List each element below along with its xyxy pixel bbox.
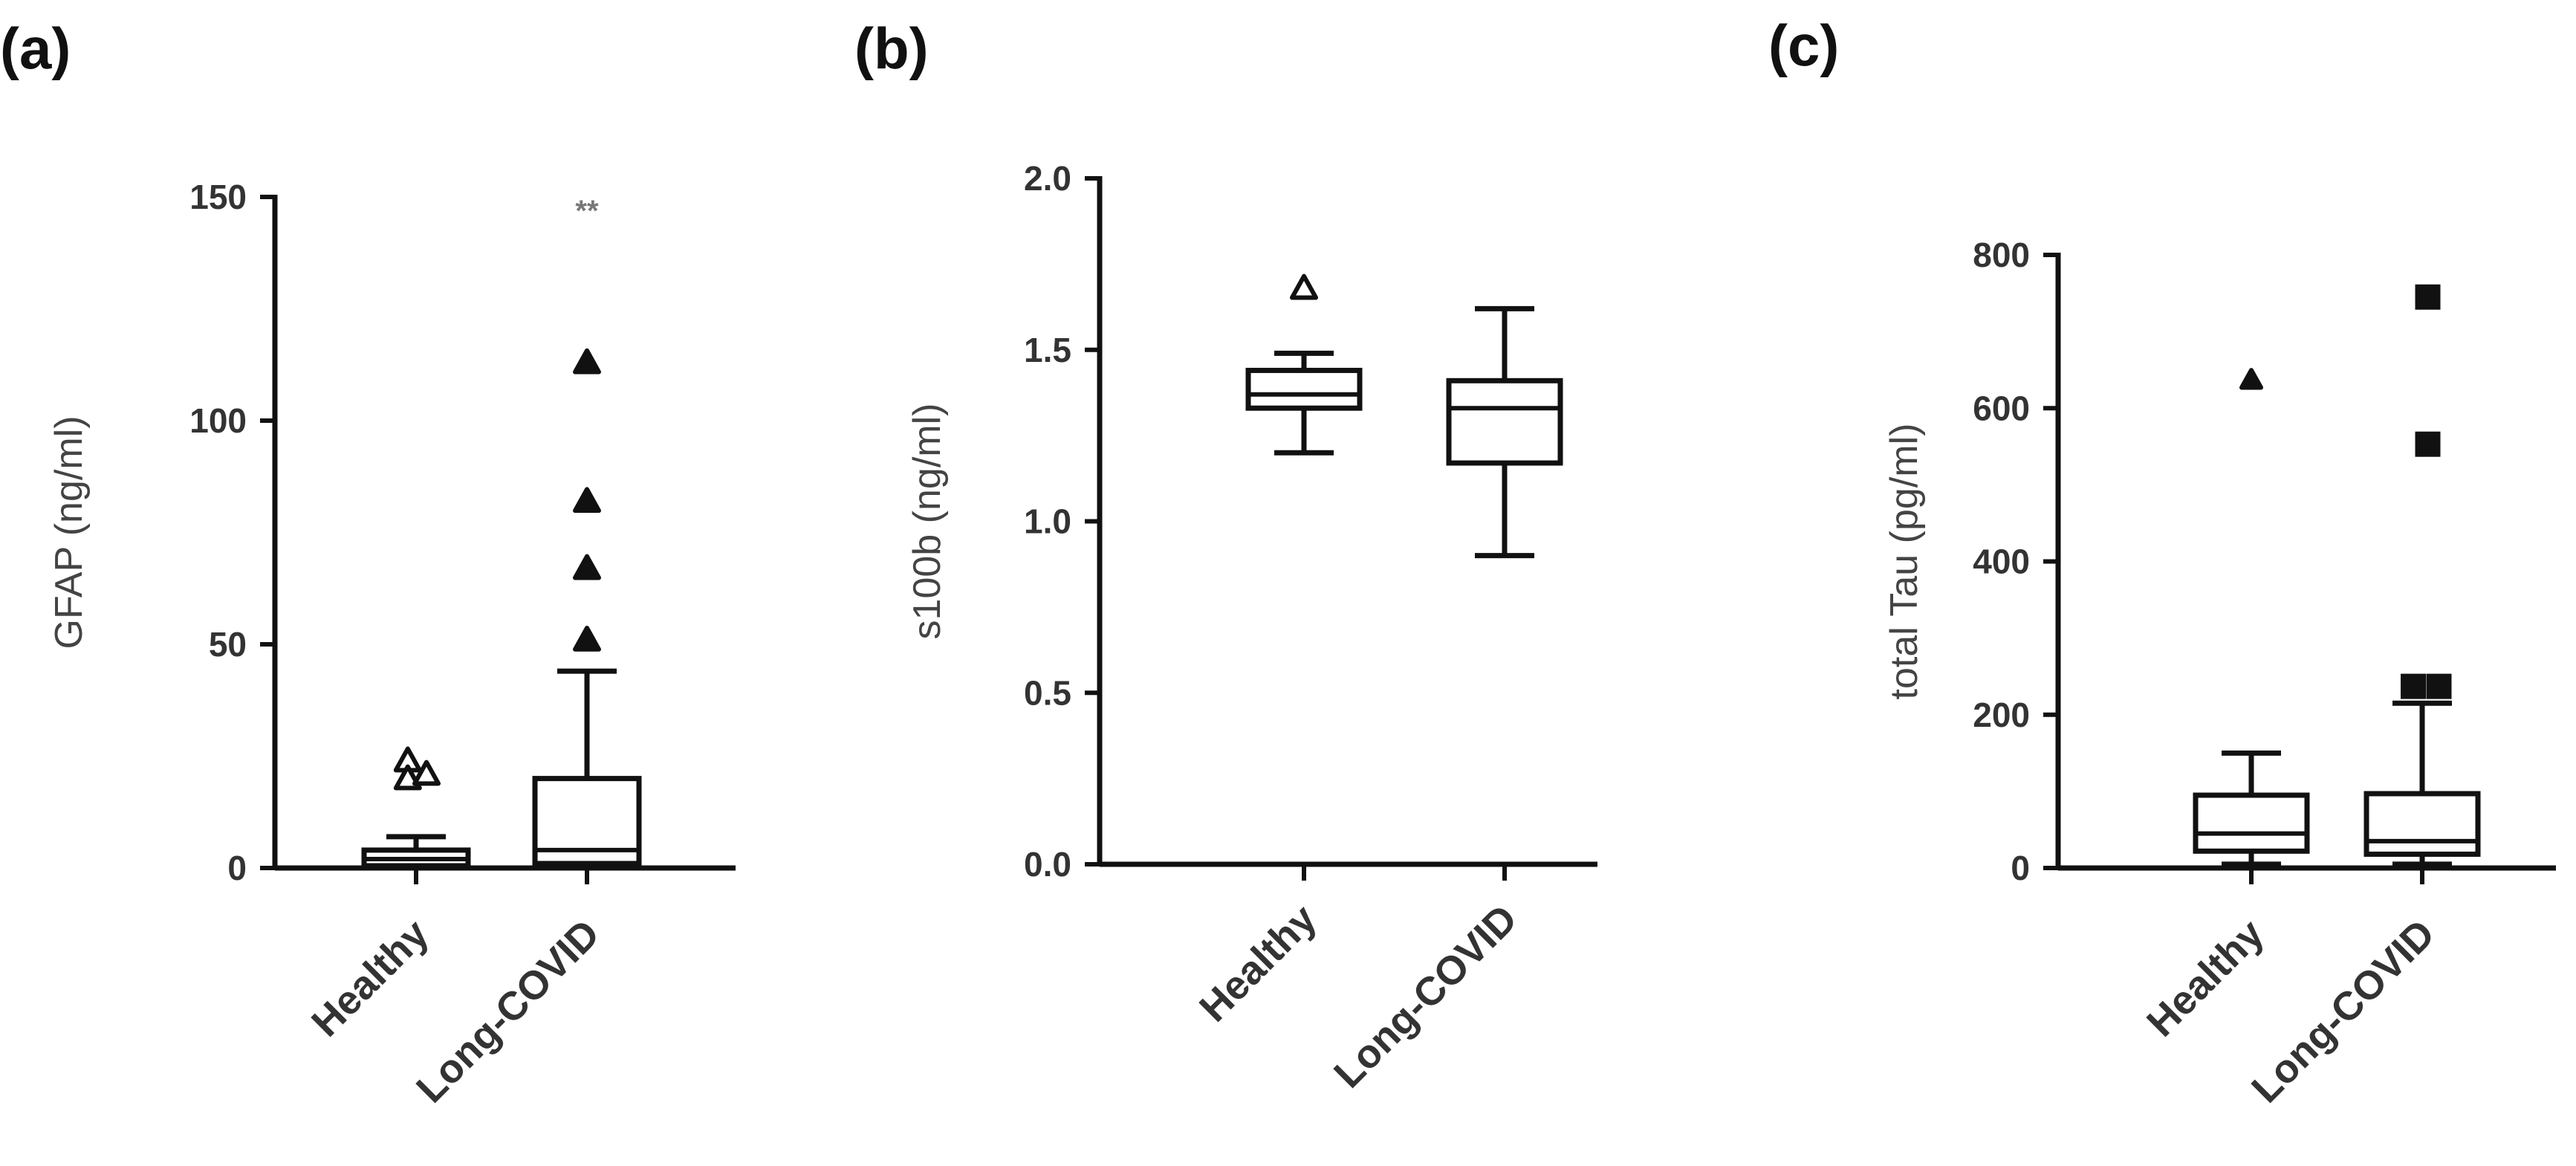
category-label: Long-COVID — [408, 911, 608, 1111]
y-tick-label: 1.0 — [1024, 502, 1071, 541]
outlier-point — [573, 554, 601, 580]
outlier-point — [573, 348, 601, 375]
significance-annotation: ** — [575, 195, 599, 227]
y-tick-label: 400 — [1973, 542, 2030, 581]
panel-b-s100b: (b) 0.0 0.5 1.0 1.5 2.0 s100b (ng/ml) Healthy Lo… — [854, 16, 1597, 1096]
panel-c-total-tau: (c) 0 200 400 600 800 total Tau (pg/ml) Healthy… — [1768, 13, 2556, 1111]
category-label: Healthy — [303, 911, 437, 1045]
panel-label: (c) — [1768, 13, 1839, 78]
iqr-box — [2364, 791, 2481, 857]
category-label: Healthy — [2138, 911, 2272, 1045]
y-tick-label: 50 — [209, 625, 247, 664]
outlier-point — [573, 625, 601, 652]
y-tick-label: 0 — [2011, 849, 2030, 887]
y-tick-label: 0.0 — [1024, 845, 1071, 884]
outlier-point — [2415, 284, 2441, 310]
category-label: Long-COVID — [2243, 911, 2443, 1111]
category-label: Long-COVID — [1326, 896, 1525, 1096]
y-tick-label: 100 — [189, 401, 247, 440]
y-tick-label: 1.5 — [1024, 331, 1071, 369]
y-tick-label: 800 — [1973, 236, 2030, 274]
outlier-point — [1290, 273, 1318, 300]
y-axis-title: s100b (ng/ml) — [906, 404, 949, 640]
iqr-box — [1245, 367, 1363, 411]
y-tick-label: 150 — [189, 178, 247, 216]
box-1 — [1446, 305, 1563, 559]
y-axis-title: total Tau (pg/ml) — [1883, 424, 1926, 700]
box-1 — [532, 348, 642, 871]
y-axis-title: GFAP (ng/ml) — [48, 415, 91, 649]
panel-label: (b) — [854, 16, 929, 81]
box-1 — [2364, 284, 2481, 867]
panel-a-gfap: (a) 0 50 100 150 GFAP (ng/ml) HealthyLong-COVI… — [0, 16, 736, 1111]
outlier-point — [2401, 673, 2426, 699]
outlier-point — [2426, 673, 2452, 699]
y-tick-label: 2.0 — [1024, 159, 1071, 198]
y-tick-label: 0 — [227, 849, 247, 887]
iqr-box — [2193, 792, 2310, 854]
panel-label: (a) — [0, 16, 71, 81]
y-tick-label: 0.5 — [1024, 673, 1071, 712]
y-tick-label: 200 — [1973, 696, 2030, 734]
box-0 — [361, 746, 471, 871]
box-0 — [1245, 273, 1363, 456]
category-label: Healthy — [1191, 896, 1325, 1030]
outlier-point — [573, 487, 601, 514]
y-tick-label: 600 — [1973, 389, 2030, 427]
outlier-point — [412, 759, 441, 786]
iqr-box — [1446, 378, 1563, 466]
outlier-point — [2239, 368, 2263, 390]
box-0 — [2193, 368, 2310, 867]
outlier-point — [2415, 431, 2441, 457]
